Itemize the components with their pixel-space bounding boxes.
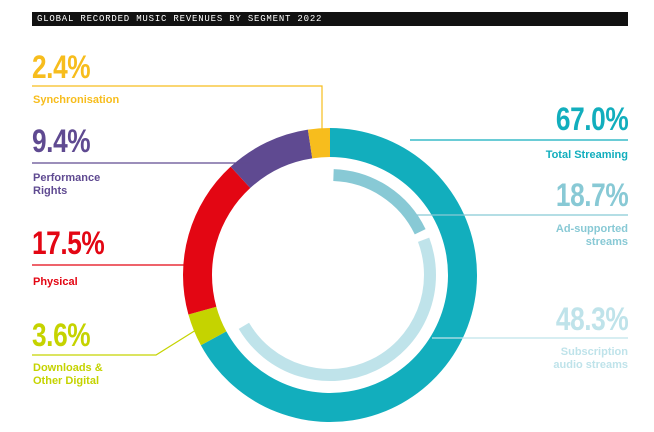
sub-percent: 48.3% [555,301,629,337]
slice-physical [183,166,251,315]
slice-synchronisation [307,128,330,159]
phys-label: Physical [33,276,78,288]
dl-leader [32,329,197,356]
sub-label: Subscription audio streams [553,346,628,371]
chart-title-bar: GLOBAL RECORDED MUSIC REVENUES BY SEGMEN… [32,12,628,26]
stream-percent: 67.0% [555,101,629,137]
main-ring [183,128,478,423]
slice-performance-rights [230,129,313,189]
perf-label: Performance Rights [33,172,101,197]
stream-label: Total Streaming [545,149,628,161]
sync-leader [32,85,323,134]
phys-percent: 17.5% [32,225,105,261]
leader-lines [32,85,628,356]
sync-percent: 2.4% [32,49,91,85]
dl-percent: 3.6% [32,317,91,353]
inner-arc-ad-supported-streams [333,169,426,235]
dl-label: Downloads & Other Digital [33,362,103,387]
sync-label: Synchronisation [33,94,120,106]
inner-arc-subscription-audio-streams [238,237,436,381]
ad-label: Ad-supported streams [555,223,628,248]
ad-percent: 18.7% [555,177,629,213]
chart-title: GLOBAL RECORDED MUSIC REVENUES BY SEGMEN… [37,14,323,24]
inner-ring [238,169,436,381]
perf-percent: 9.4% [32,123,91,159]
slice-downloads-other-digital [188,306,227,346]
